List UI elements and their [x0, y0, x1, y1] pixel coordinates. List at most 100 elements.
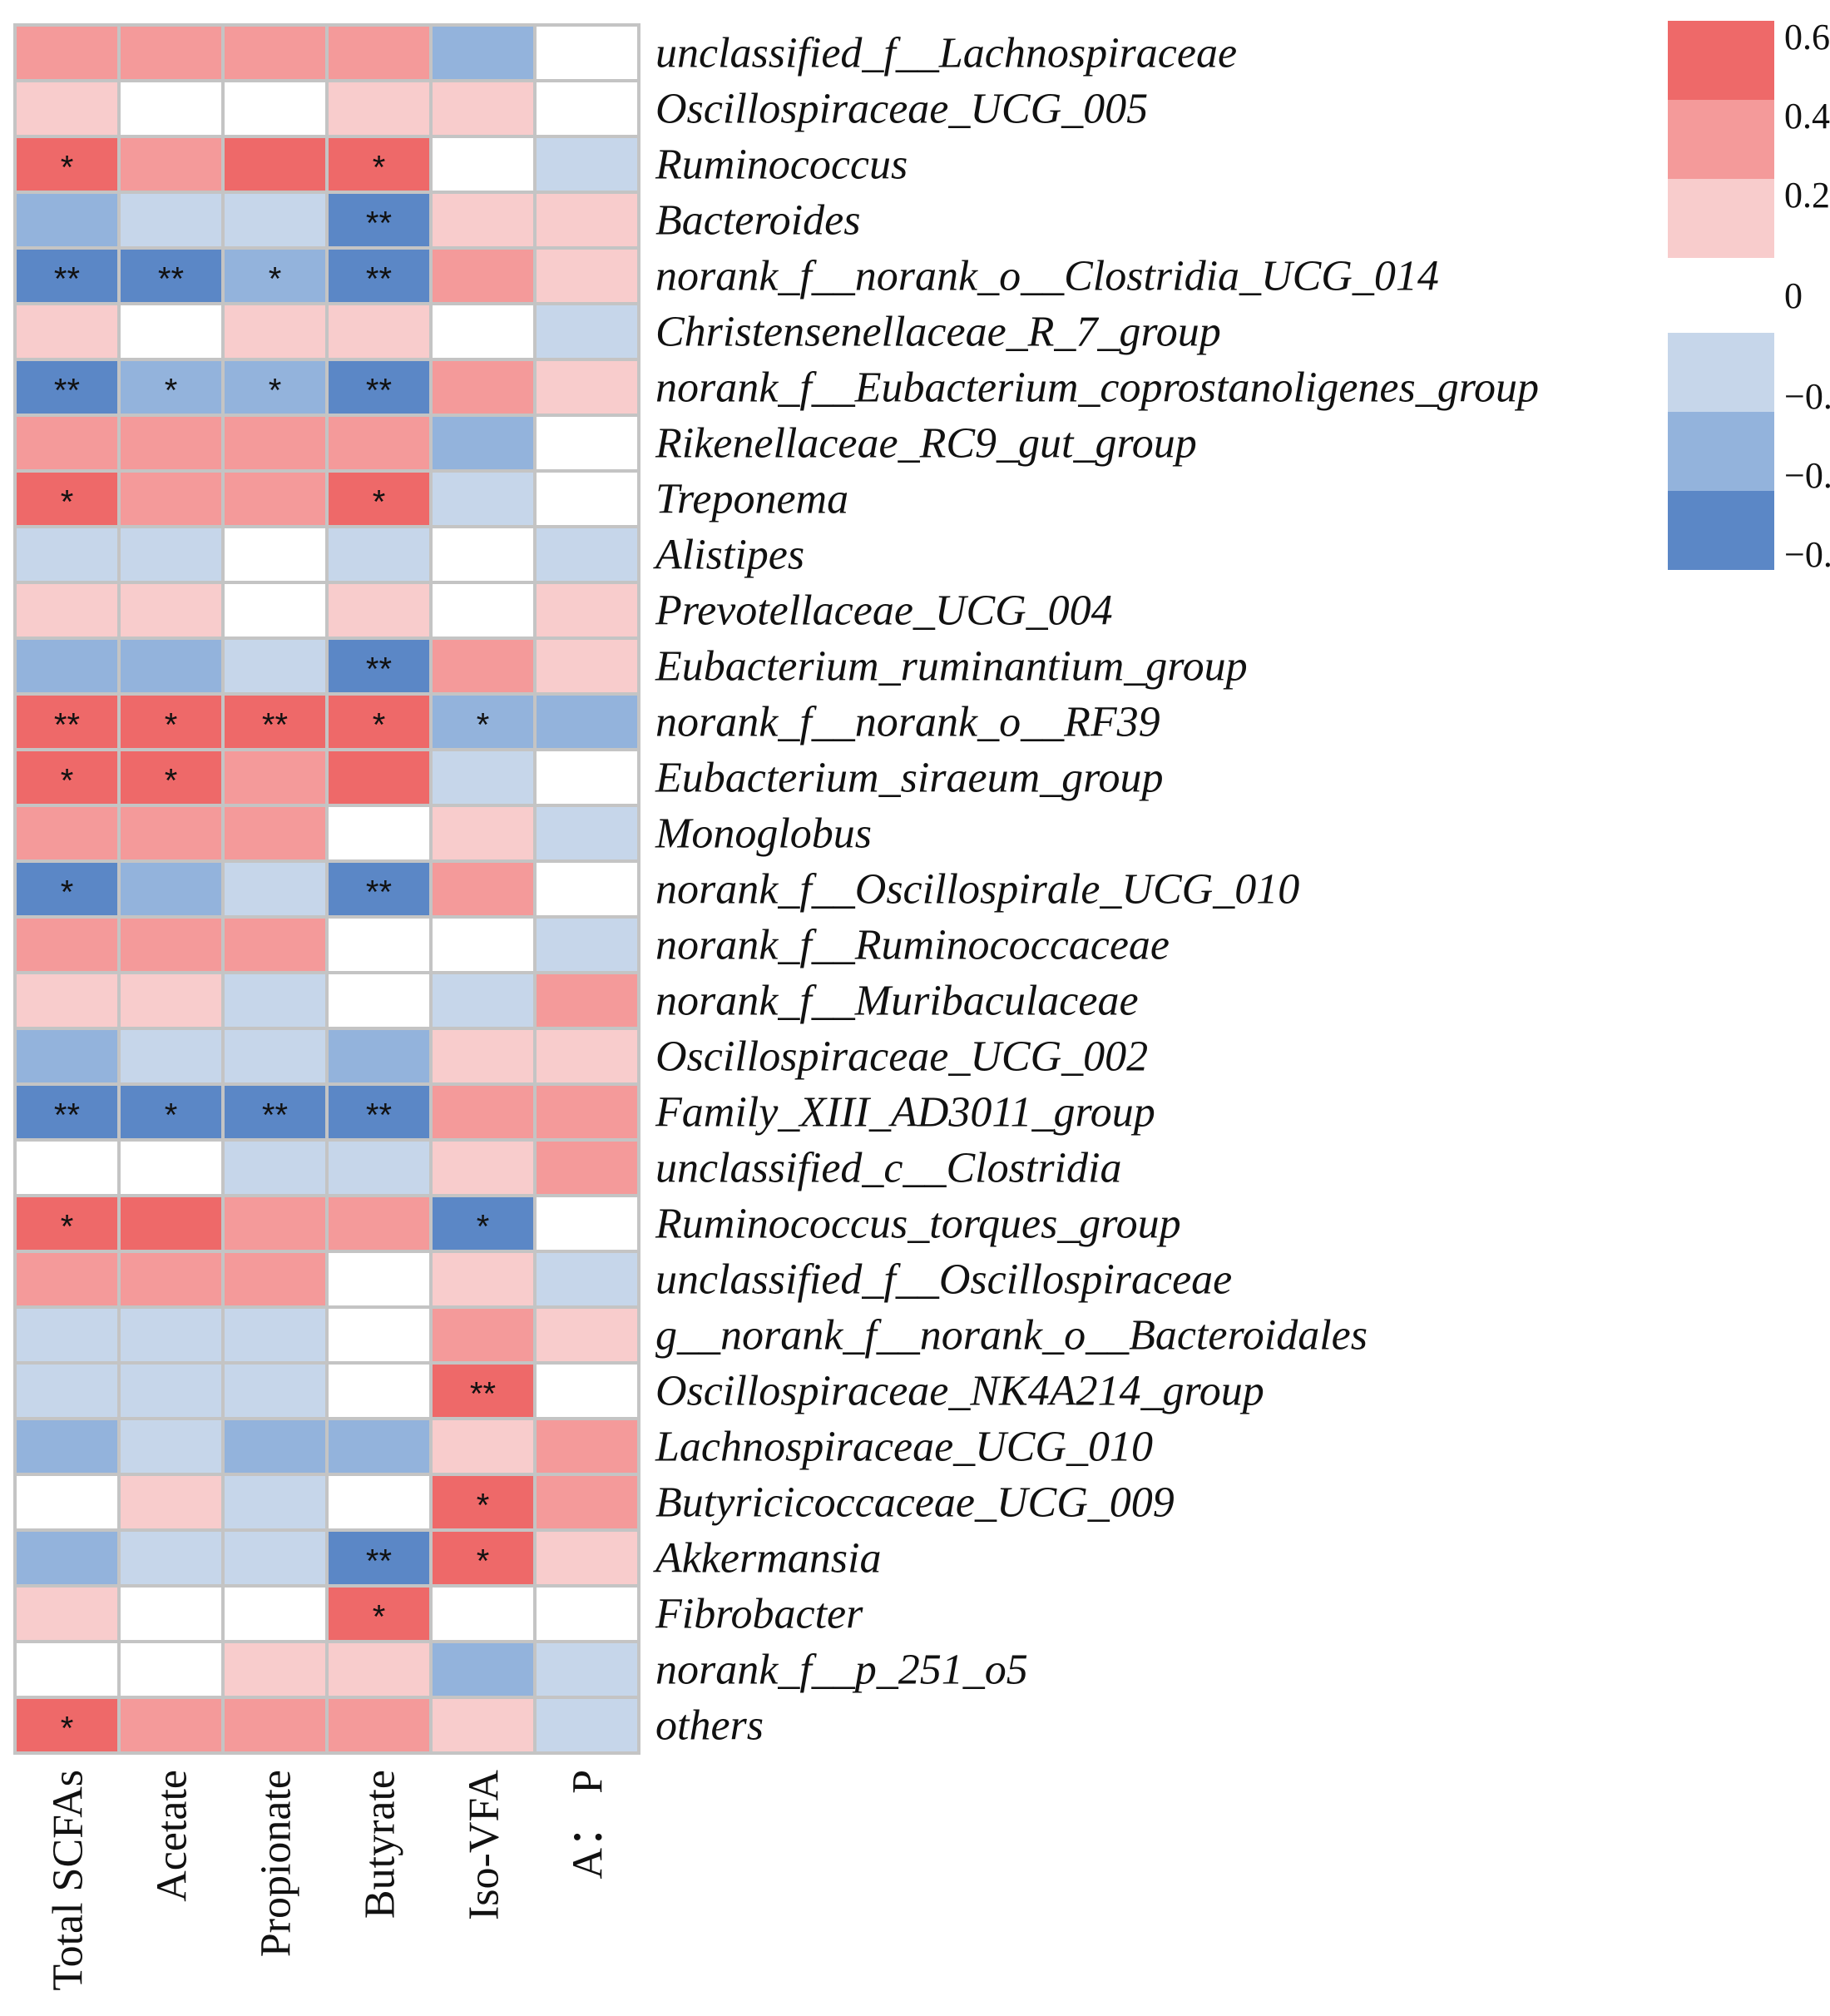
legend-tick-label: −0.4 — [1784, 455, 1830, 496]
heatmap-cell — [429, 1584, 537, 1643]
significance-mark: ** — [366, 1543, 392, 1580]
heatmap-cell — [533, 1361, 640, 1420]
significance-mark: ** — [366, 651, 392, 688]
significance-mark: * — [61, 150, 74, 186]
heatmap-cell — [533, 469, 640, 528]
heatmap-cell — [117, 23, 225, 82]
heatmap-cell — [429, 1027, 537, 1086]
heatmap-cell — [325, 1250, 433, 1309]
heatmap-cell — [429, 1640, 537, 1699]
heatmap-cell — [533, 581, 640, 640]
heatmap-cell — [429, 637, 537, 696]
significance-mark: ** — [366, 1097, 392, 1134]
significance-mark: * — [373, 484, 386, 521]
heatmap-cell — [221, 1417, 329, 1476]
heatmap-cell — [221, 1194, 329, 1253]
heatmap-cell — [13, 1417, 121, 1476]
heatmap-cell — [533, 1250, 640, 1309]
heatmap-cell — [13, 581, 121, 640]
heatmap-cell — [117, 971, 225, 1030]
significance-mark: ** — [54, 261, 80, 298]
heatmap-cell — [325, 915, 433, 974]
heatmap-cell — [429, 135, 537, 194]
heatmap-cell — [13, 1640, 121, 1699]
column-label: Iso-VFA — [461, 1770, 508, 1920]
heatmap-cell — [13, 191, 121, 250]
significance-mark: * — [373, 1599, 386, 1636]
heatmap-cell — [533, 191, 640, 250]
heatmap-cell — [221, 692, 329, 751]
significance-mark: * — [61, 484, 74, 521]
legend-swatch — [1668, 333, 1774, 412]
heatmap-cell — [533, 246, 640, 305]
significance-mark: ** — [262, 1097, 288, 1134]
heatmap-cell — [429, 859, 537, 919]
row-label: Bacteroides — [655, 197, 860, 245]
heatmap-cell — [533, 1194, 640, 1253]
heatmap-cell — [221, 581, 329, 640]
heatmap-cell — [221, 1696, 329, 1755]
legend-swatch — [1668, 100, 1774, 179]
heatmap-cell — [117, 525, 225, 584]
row-label: Fibrobacter — [655, 1591, 863, 1638]
heatmap-cell — [221, 1361, 329, 1420]
heatmap-cell — [429, 1696, 537, 1755]
heatmap-cell — [325, 302, 433, 361]
heatmap-cell — [325, 748, 433, 807]
heatmap-cell — [221, 1528, 329, 1588]
significance-marks: * ***** ** * **** * * *** ***** * ** * ** ** **** * ** **… — [54, 150, 496, 1747]
heatmap-cell — [13, 1528, 121, 1588]
row-labels: unclassified_f__Lachnospiraceae Oscillosp… — [653, 30, 1539, 1750]
heatmap-cell — [429, 692, 537, 751]
heatmap-cell — [533, 358, 640, 417]
heatmap-cell — [117, 135, 225, 194]
heatmap-cell — [221, 637, 329, 696]
column-label: Propionate — [253, 1770, 300, 1957]
heatmap-cell — [533, 971, 640, 1030]
heatmap-cell — [221, 1138, 329, 1197]
significance-mark: * — [477, 1543, 490, 1580]
heatmap-cell — [221, 971, 329, 1030]
row-label: norank_f__norank_o__RF39 — [655, 699, 1160, 746]
heatmap-cell — [533, 302, 640, 361]
significance-mark: * — [373, 707, 386, 744]
heatmap-cell — [325, 1417, 433, 1476]
heatmap-cell — [13, 1250, 121, 1309]
row-label: norank_f__Muribaculaceae — [655, 978, 1139, 1025]
significance-mark: * — [165, 763, 178, 800]
significance-mark: * — [61, 874, 74, 911]
row-label: unclassified_c__Clostridia — [655, 1145, 1121, 1192]
row-label: Oscillospiraceae_UCG_005 — [655, 86, 1148, 133]
significance-mark: ** — [158, 261, 184, 298]
heatmap-cell — [13, 1584, 121, 1643]
heatmap-cell — [533, 1138, 640, 1197]
heatmap-cell — [533, 804, 640, 863]
significance-mark: ** — [366, 206, 392, 242]
significance-mark: ** — [54, 707, 80, 744]
significance-mark: ** — [54, 373, 80, 409]
heatmap-cell — [221, 859, 329, 919]
column-label: Acetate — [149, 1770, 196, 1902]
heatmap-cell — [533, 1027, 640, 1086]
heatmap-cell — [221, 1640, 329, 1699]
row-label: g__norank_f__norank_o__Bacteroidales — [655, 1312, 1368, 1360]
heatmap-cell — [221, 469, 329, 528]
heatmap-cell — [325, 581, 433, 640]
heatmap-cell — [117, 1417, 225, 1476]
heatmap-cell — [429, 915, 537, 974]
heatmap-cell — [325, 1194, 433, 1253]
heatmap-cell — [429, 414, 537, 473]
heatmap-cell — [13, 915, 121, 974]
column-label: Butyrate — [357, 1770, 404, 1919]
legend-swatch — [1668, 21, 1774, 100]
heatmap-cell — [533, 637, 640, 696]
heatmap-cell — [117, 414, 225, 473]
heatmap-cell — [221, 915, 329, 974]
heatmap-cell — [325, 23, 433, 82]
legend-swatch — [1668, 179, 1774, 258]
column-label: Total SCFAs — [45, 1770, 92, 1991]
heatmap-cell — [325, 525, 433, 584]
heatmap-cell — [533, 748, 640, 807]
heatmap-cell — [117, 1473, 225, 1532]
